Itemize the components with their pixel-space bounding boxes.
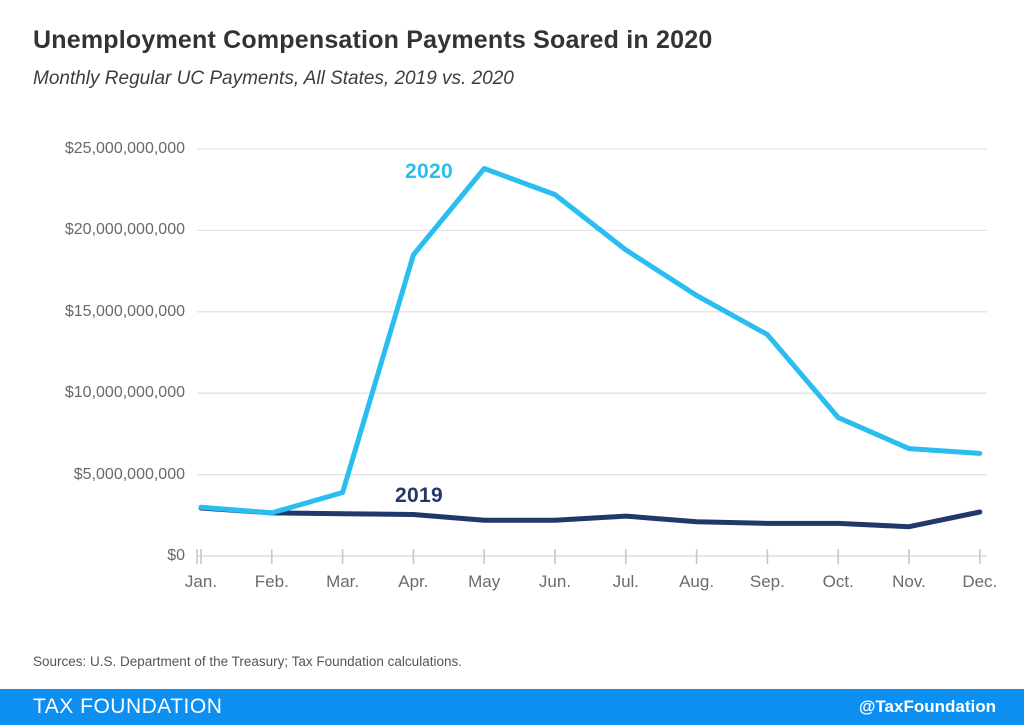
x-axis-label: Nov. bbox=[892, 572, 926, 591]
y-axis-label: $15,000,000,000 bbox=[64, 302, 185, 320]
y-axis-label: $25,000,000,000 bbox=[64, 140, 185, 157]
x-axis-label: Jun. bbox=[538, 572, 572, 591]
x-axis-label: Apr. bbox=[398, 572, 429, 591]
x-axis-label: Mar. bbox=[326, 572, 360, 591]
x-axis-label: May bbox=[468, 572, 501, 591]
x-axis-label: Jul. bbox=[612, 572, 640, 591]
series-label-2020: 2020 bbox=[405, 160, 453, 183]
brand-wordmark: TAX FOUNDATION bbox=[33, 695, 223, 718]
series-line-2019 bbox=[198, 505, 983, 530]
sources-note: Sources: U.S. Department of the Treasury… bbox=[33, 654, 462, 669]
x-axis-label: Sep. bbox=[749, 572, 785, 591]
chart-canvas bbox=[196, 148, 987, 564]
y-axis-label: $10,000,000,000 bbox=[64, 384, 185, 402]
chart-subtitle: Monthly Regular UC Payments, All States,… bbox=[33, 68, 514, 89]
series-label-2019: 2019 bbox=[395, 484, 443, 507]
x-axis-label: Feb. bbox=[254, 572, 289, 591]
twitter-handle: @TaxFoundation bbox=[858, 697, 996, 716]
series-line-2020 bbox=[198, 166, 983, 516]
x-axis-label: Oct. bbox=[822, 572, 854, 591]
y-axis-label: $20,000,000,000 bbox=[64, 221, 185, 239]
footer-bar: TAX FOUNDATION @TaxFoundation bbox=[0, 689, 1024, 725]
y-axis-label: $0 bbox=[167, 547, 185, 564]
x-axis-label: Dec. bbox=[962, 572, 998, 591]
x-axis-label: Aug. bbox=[679, 572, 715, 591]
x-axis-label: Jan. bbox=[184, 572, 218, 591]
chart-title: Unemployment Compensation Payments Soare… bbox=[33, 26, 713, 54]
y-axis-label: $5,000,000,000 bbox=[73, 465, 185, 483]
